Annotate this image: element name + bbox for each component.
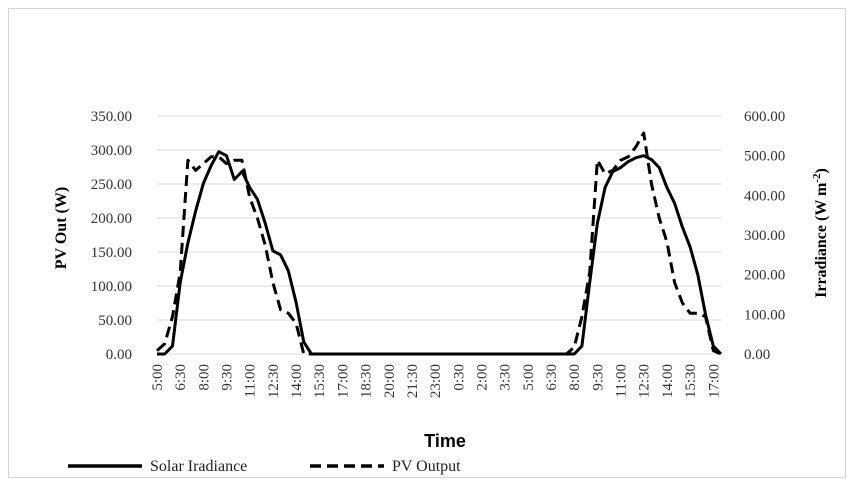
x-tick-label: 5:00 [521,364,537,391]
left-y-axis-title: PV Out (W) [53,187,70,269]
x-tick-label: 11:00 [614,364,630,398]
left-y-tick-label: 300.00 [91,143,132,159]
x-tick-label: 5:00 [150,364,166,391]
x-tick-label: 9:30 [220,364,236,391]
right-y-tick-label: 300.00 [744,228,785,244]
grid-lines [157,115,721,355]
left-y-tick-label: 200.00 [91,211,132,227]
x-tick-label: 11:00 [243,364,259,398]
right-y-axis-title-end: ) [813,168,830,173]
left-y-tick-label: 250.00 [91,177,132,193]
series-lines [156,131,723,356]
series-line-pv-output [156,131,722,356]
x-axis-ticks: 5:00 6:30 8:00 9:30 11:00 12:30 14:00 15:30 17:0… [150,364,722,398]
left-y-tick-label: 50.00 [98,313,132,329]
x-axis-title: Time [424,431,466,451]
right-y-tick-label: 500.00 [744,149,785,165]
legend: Solar Iradiance PV Output [68,458,461,475]
left-y-tick-label: 0.00 [106,347,132,363]
right-y-axis-title: Irradiance (W m-2) [811,168,830,298]
right-y-axis-title-main: Irradiance (W m [813,182,830,298]
x-tick-label: 15:30 [683,364,699,398]
right-y-tick-label: 100.00 [744,307,785,323]
x-tick-label: 15:30 [312,364,328,398]
right-y-tick-label: 400.00 [744,188,785,204]
left-y-axis-ticks: 0.00 50.00 100.00 150.00 200.00 250.00 300.00 3… [91,109,132,363]
x-tick-label: 2:00 [474,364,490,391]
x-tick-label: 12:30 [637,364,653,398]
x-tick-label: 9:30 [590,364,606,391]
x-tick-label: 6:30 [544,364,560,391]
x-tick-label: 20:00 [382,364,398,398]
x-tick-label: 8:00 [196,364,212,391]
right-y-axis-ticks: 0.00 100.00 200.00 300.00 400.00 500.00 600.00 [744,109,785,363]
x-tick-label: 17:00 [706,364,722,398]
x-tick-label: 6:30 [173,364,189,391]
legend-label-pv-output: PV Output [392,458,461,475]
right-y-tick-label: 200.00 [744,268,785,284]
x-tick-label: 8:00 [567,364,583,391]
x-tick-label: 18:30 [359,364,375,398]
series-line-solar-irradiance [157,150,723,356]
x-tick-label: 14:00 [660,364,676,398]
x-tick-label: 17:00 [335,364,351,398]
x-tick-label: 0:30 [451,364,467,391]
left-y-tick-label: 350.00 [91,109,132,125]
x-tick-label: 12:30 [266,364,282,398]
chart-frame [8,8,846,478]
left-y-tick-label: 100.00 [91,279,132,295]
right-y-tick-label: 0.00 [744,347,770,363]
x-tick-label: 14:00 [289,364,305,398]
x-tick-label: 3:30 [498,364,514,391]
x-tick-label: 21:30 [405,364,421,398]
right-y-tick-label: 600.00 [744,109,785,125]
left-y-tick-label: 150.00 [91,245,132,261]
right-y-axis-title-sup: -2 [811,173,823,183]
x-tick-label: 23:00 [428,364,444,398]
legend-label-solar-irradiance: Solar Iradiance [150,458,247,475]
